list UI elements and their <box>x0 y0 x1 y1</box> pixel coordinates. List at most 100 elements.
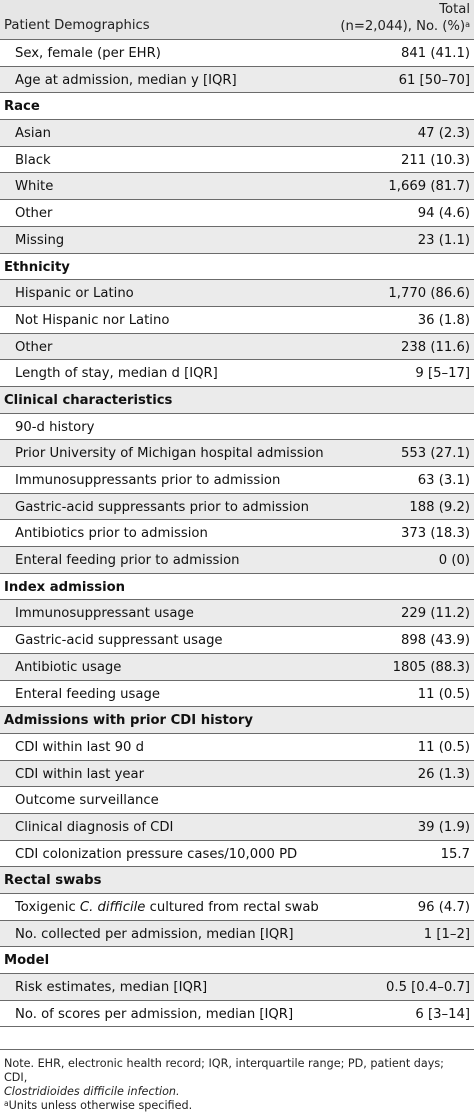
table-row: 90-d history <box>0 414 474 441</box>
row-label: Prior University of Michigan hospital ad… <box>15 446 324 462</box>
row-value: 96 (4.7) <box>417 900 470 915</box>
row-label: 90-d history <box>15 419 95 435</box>
row-value: 1 [1–2] <box>423 926 470 942</box>
table-row: Asian 47 (2.3) <box>0 120 474 147</box>
row-label: Gastric-acid suppressants prior to admis… <box>15 499 309 515</box>
section-row: Index admission <box>0 574 474 601</box>
table-row: Prior University of Michigan hospital ad… <box>0 440 474 467</box>
row-label: Enteral feeding prior to admission <box>15 553 240 569</box>
row-value: 11 (0.5) <box>417 739 470 755</box>
row-label: Enteral feeding usage <box>15 686 160 702</box>
row-label: Black <box>15 152 51 168</box>
row-label: Antibiotics prior to admission <box>15 526 208 542</box>
row-label: Immunosuppressant usage <box>15 606 194 622</box>
section-row: Ethnicity <box>0 254 474 281</box>
header-total-line2: (n=2,044), No. (%)a <box>340 18 470 35</box>
table-header: Patient Demographics Total (n=2,044), No… <box>0 0 474 40</box>
table-row: Enteral feeding usage 11 (0.5) <box>0 681 474 708</box>
table-row: Enteral feeding prior to admission 0 (0) <box>0 547 474 574</box>
table-row: CDI within last 90 d 11 (0.5) <box>0 734 474 761</box>
row-label: Not Hispanic nor Latino <box>15 312 170 328</box>
row-label: CDI within last 90 d <box>15 739 144 755</box>
row-value: 9 [5–17] <box>415 366 470 382</box>
table-row: CDI colonization pressure cases/10,000 P… <box>0 841 474 868</box>
row-label: Other <box>15 339 53 355</box>
row-value: 1805 (88.3) <box>392 659 470 675</box>
row-label: Gastric-acid suppressant usage <box>15 633 223 649</box>
row-label: Toxigenic C. difficile cultured from rec… <box>15 900 319 915</box>
section-heading: Clinical characteristics <box>4 392 173 408</box>
row-value: 23 (1.1) <box>417 232 470 248</box>
table-row: Toxigenic C. difficile cultured from rec… <box>0 894 474 921</box>
table-row: Outcome surveillance <box>0 787 474 814</box>
row-label: White <box>15 179 54 195</box>
table-row: Risk estimates, median [IQR] 0.5 [0.4–0.7… <box>0 974 474 1001</box>
table-row: Immunosuppressant usage 229 (11.2) <box>0 600 474 628</box>
row-value: 211 (10.3) <box>400 152 470 168</box>
row-value: 841 (41.1) <box>400 46 470 61</box>
section-row: Race <box>0 93 474 121</box>
row-label: Other <box>15 206 53 222</box>
section-row: Rectal swabs <box>0 867 474 894</box>
row-value: 188 (9.2) <box>409 499 470 515</box>
footnote-organism: Clostridioides difficile infection. <box>4 1085 180 1098</box>
header-total-line1: Total <box>439 2 470 17</box>
table-body: Sex, female (per EHR) 841 (41.1) Age at ad… <box>0 40 474 1028</box>
row-label: No. of scores per admission, median [IQR… <box>15 1006 294 1022</box>
row-label: Immunosuppressants prior to admission <box>15 473 281 488</box>
table-row: Missing 23 (1.1) <box>0 226 474 254</box>
footnote-a-text: Units unless otherwise specified. <box>8 1099 193 1112</box>
row-value: 94 (4.6) <box>417 206 470 222</box>
row-label: Hispanic or Latino <box>15 286 134 302</box>
row-value: 36 (1.8) <box>417 312 470 328</box>
section-heading: Model <box>4 953 50 969</box>
table-row: Other 94 (4.6) <box>0 200 474 227</box>
row-value: 6 [3–14] <box>415 1006 470 1022</box>
section-row: Model <box>0 947 474 975</box>
footnote-a-marker: a <box>4 1099 9 1108</box>
row-label: Sex, female (per EHR) <box>15 46 161 61</box>
section-heading: Rectal swabs <box>4 873 102 889</box>
row-label: CDI colonization pressure cases/10,000 P… <box>15 846 298 862</box>
table-row: CDI within last year 26 (1.3) <box>0 760 474 788</box>
header-label: Patient Demographics <box>4 18 150 33</box>
row-value: 61 [50–70] <box>398 72 470 88</box>
table-row: Other 238 (11.6) <box>0 333 474 361</box>
header-total-sup: a <box>465 20 470 29</box>
table-footnotes: Note. EHR, electronic health record; IQR… <box>4 1057 470 1113</box>
table-row: Antibiotic usage 1805 (88.3) <box>0 653 474 681</box>
table-row: Sex, female (per EHR) 841 (41.1) <box>0 40 474 67</box>
row-label: Antibiotic usage <box>15 659 122 675</box>
row-label: Clinical diagnosis of CDI <box>15 819 174 835</box>
row-label: Length of stay, median d [IQR] <box>15 366 218 382</box>
table-row: Black 211 (10.3) <box>0 147 474 174</box>
demographics-table: Patient Demographics Total (n=2,044), No… <box>0 0 474 1028</box>
table-row: Not Hispanic nor Latino 36 (1.8) <box>0 307 474 334</box>
row-value: 47 (2.3) <box>417 126 470 142</box>
table-row: Length of stay, median d [IQR] 9 [5–17] <box>0 360 474 387</box>
table-row: Gastric-acid suppressants prior to admis… <box>0 493 474 521</box>
row-value: 1,770 (86.6) <box>388 286 470 302</box>
header-total-n: (n=2,044), No. (%) <box>340 19 466 34</box>
section-heading: Ethnicity <box>4 259 70 275</box>
row-value: 39 (1.9) <box>417 819 470 835</box>
section-heading: Admissions with prior CDI history <box>4 713 253 729</box>
row-label: Risk estimates, median [IQR] <box>15 980 208 996</box>
row-value: 15.7 <box>440 846 470 862</box>
row-value: 0 (0) <box>438 553 470 569</box>
table-row: Gastric-acid suppressant usage 898 (43.9) <box>0 627 474 654</box>
row-value: 373 (18.3) <box>400 526 470 542</box>
footnote-note-line1: Note. EHR, electronic health record; IQR… <box>4 1057 444 1084</box>
table-row: Age at admission, median y [IQR] 61 [50–7… <box>0 66 474 94</box>
table-row: White 1,669 (81.7) <box>0 173 474 201</box>
table-row: Antibiotics prior to admission 373 (18.3) <box>0 520 474 548</box>
row-value: 238 (11.6) <box>400 339 470 355</box>
footnote-a: aUnits unless otherwise specified. <box>4 1099 470 1113</box>
table-row: Hispanic or Latino 1,770 (86.6) <box>0 280 474 307</box>
section-heading: Race <box>4 99 40 115</box>
table-bottom-rule <box>0 1049 474 1050</box>
row-value: 0.5 [0.4–0.7] <box>386 980 470 996</box>
row-label: CDI within last year <box>15 766 145 782</box>
row-label: Outcome surveillance <box>15 793 159 809</box>
row-label: Asian <box>15 126 51 142</box>
